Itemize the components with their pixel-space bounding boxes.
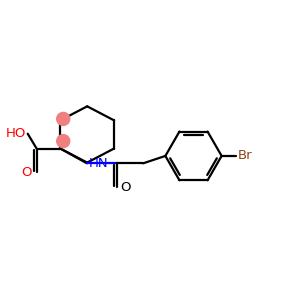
Text: O: O <box>120 181 130 194</box>
Text: O: O <box>21 166 31 179</box>
Text: HN: HN <box>88 158 108 170</box>
Circle shape <box>57 112 70 125</box>
Text: HO: HO <box>6 127 26 140</box>
Circle shape <box>57 135 70 148</box>
Text: Br: Br <box>238 149 253 162</box>
